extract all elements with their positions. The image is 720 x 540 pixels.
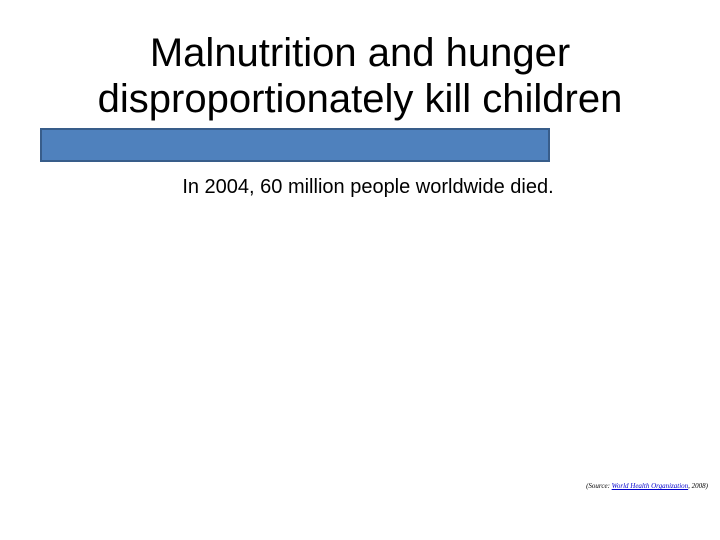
slide-title: Malnutrition and hunger disproportionate… xyxy=(40,30,680,122)
source-link[interactable]: World Health Organization xyxy=(611,482,689,490)
blue-bar xyxy=(40,128,550,162)
slide-title-line-2: disproportionately kill children xyxy=(97,77,623,121)
source-prefix: (Source: xyxy=(586,482,612,490)
source-citation: (Source: World Health Organization, 2008… xyxy=(586,481,708,491)
slide-subtitle: In 2004, 60 million people worldwide die… xyxy=(182,176,554,198)
slide-title-line-1: Malnutrition and hunger xyxy=(149,31,571,75)
source-suffix: , 2008) xyxy=(688,482,708,490)
